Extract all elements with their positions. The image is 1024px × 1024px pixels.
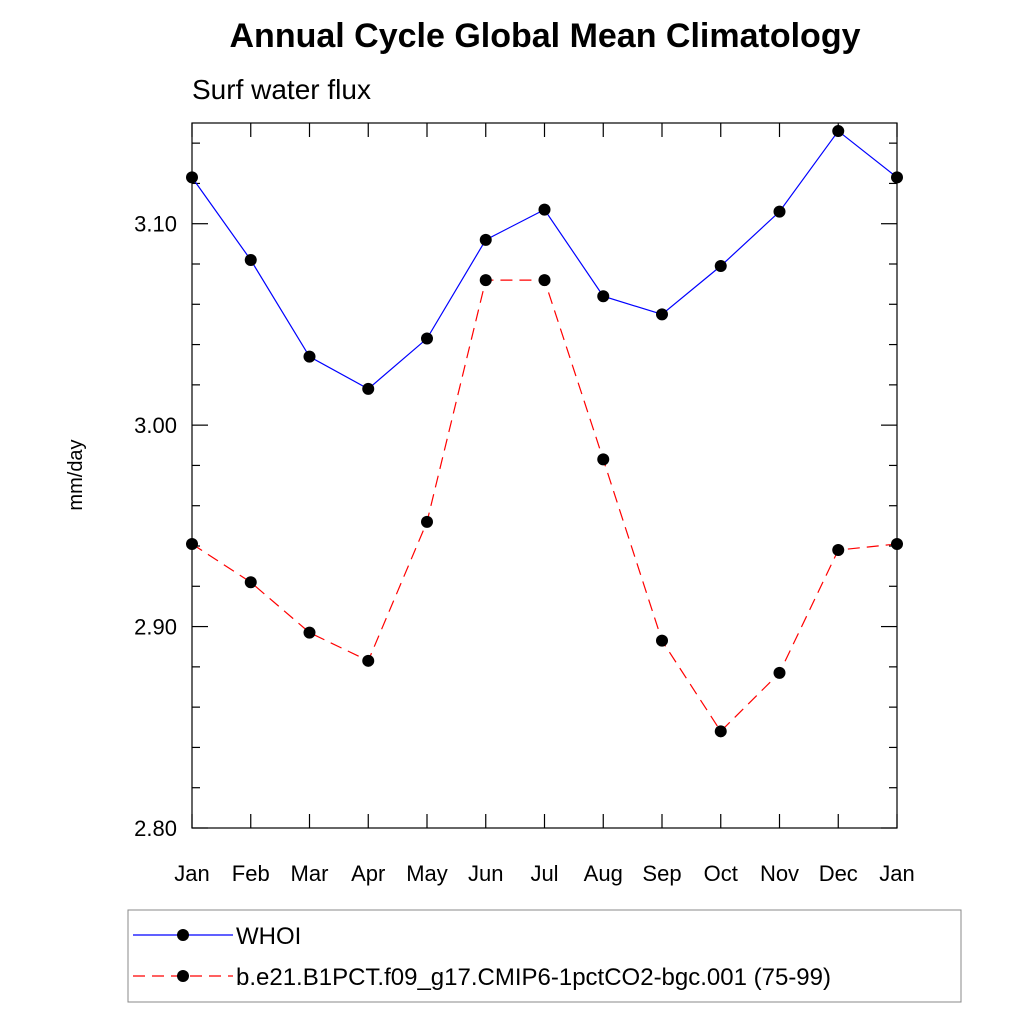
x-tick-label: Dec [819,861,858,886]
series-1-point [244,253,257,266]
plot-frame [191,122,898,829]
series-2-point [597,453,610,466]
series-line-2 [191,279,898,733]
series-2-point [891,537,903,550]
series-2-point [773,666,786,679]
series-2-point [362,654,375,667]
x-tick-label: Jun [468,861,503,886]
x-tick-label: Jan [879,861,914,886]
y-tick-label: 2.80 [134,816,177,841]
chart-subtitle: Surf water flux [192,74,371,105]
series-2-point [421,515,433,528]
series-1-point [597,290,610,303]
series-2-point [714,725,727,738]
x-tick-label: Jan [174,861,209,886]
series-1-point [421,332,433,345]
series-1-point [773,205,786,218]
series-2-point [244,576,257,589]
series-1-point [832,125,845,138]
series-2-point [656,634,668,647]
legend-label-1: WHOI [236,923,301,950]
x-tick-label: Sep [642,861,681,886]
legend: WHOI b.e21.B1PCT.f09_g17.CMIP6-1pctCO2-bg… [133,923,831,991]
series-1-point [362,382,375,395]
x-tick-label: Feb [232,861,270,886]
x-tick-label: Apr [351,861,385,886]
x-tick-label: Mar [291,861,329,886]
x-tick-label: May [406,861,448,886]
series-2-point [479,274,492,287]
x-tick-label: Oct [704,861,738,886]
series-1-point [538,203,551,216]
series-2-point [303,626,316,639]
series-1-point [479,233,492,246]
series-line-1 [191,130,898,390]
x-tick-label: Nov [760,861,799,886]
series-2-point [832,544,845,557]
series-1-point [303,350,316,363]
series-1-point [714,260,727,273]
series-layer [186,125,903,738]
x-tick-label: Aug [584,861,623,886]
series-1-point [891,171,903,184]
axis-ticks: Jan Feb Mar Apr May Jun Jul Aug Sep Oct Nov Dec Jan 2… [134,123,915,886]
legend-label-2: b.e21.B1PCT.f09_g17.CMIP6-1pctCO2-bgc.00… [236,964,831,991]
series-1-point [186,171,198,184]
legend-box [127,909,962,1003]
y-tick-label: 2.90 [134,615,177,640]
legend-marker-2 [177,970,189,982]
legend-marker-1 [177,929,189,941]
series-1-point [656,308,668,321]
y-axis-label: mm/day [65,439,87,510]
series-2-point [538,274,551,287]
series-2-point [186,537,198,550]
y-tick-label: 3.10 [134,212,177,237]
y-tick-label: 3.00 [134,413,177,438]
chart-title: Annual Cycle Global Mean Climatology [230,17,861,55]
x-tick-label: Jul [530,861,558,886]
